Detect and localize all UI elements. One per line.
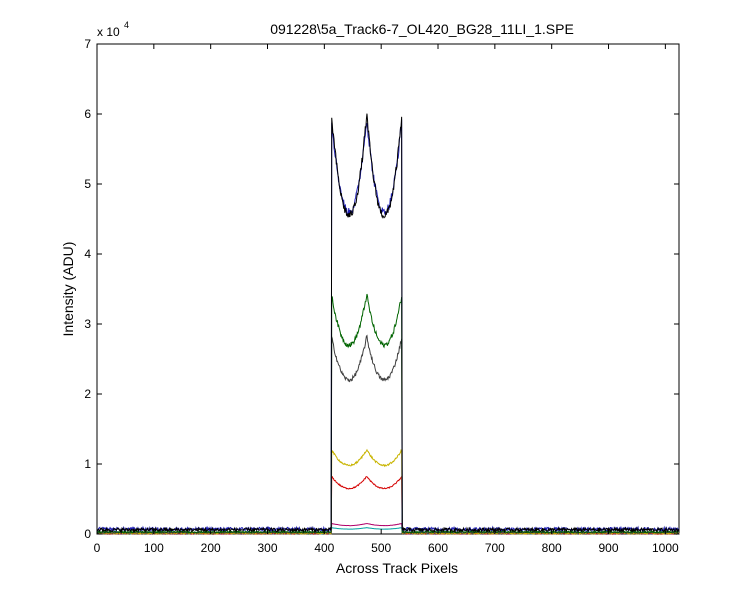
plot-area: 0 100 200 300 400 500 600 700 800 900 1000 0 1 2 3 4 5 6… (84, 37, 680, 555)
x-tick-label: 300 (257, 541, 277, 555)
x-tick-label: 1000 (652, 541, 679, 555)
y-tick-label: 4 (84, 247, 91, 261)
series-line (96, 113, 680, 534)
y-tick-label: 5 (84, 177, 91, 191)
x-axis-label: Across Track Pixels (336, 560, 458, 576)
x-tick-label: 0 (94, 541, 101, 555)
y-tick-label: 0 (84, 527, 91, 541)
y-multiplier-exponent: 4 (124, 20, 129, 30)
y-tick-label: 7 (84, 37, 91, 51)
axes-box (96, 43, 680, 535)
y-axis-ticks: 0 1 2 3 4 5 6 7 (84, 37, 679, 541)
x-tick-label: 100 (144, 541, 164, 555)
y-tick-label: 3 (84, 317, 91, 331)
x-tick-label: 500 (371, 541, 391, 555)
series-line (96, 334, 680, 535)
x-tick-label: 800 (542, 541, 562, 555)
x-axis-ticks: 0 100 200 300 400 500 600 700 800 900 1000 (94, 44, 679, 555)
x-tick-label: 200 (201, 541, 221, 555)
y-tick-label: 1 (84, 457, 91, 471)
chart-title: 091228\5a_Track6-7_OL420_BG28_11LI_1.SPE (270, 21, 574, 37)
x-tick-label: 400 (314, 541, 334, 555)
y-multiplier-base: x 10 (97, 25, 120, 39)
x-tick-label: 700 (485, 541, 505, 555)
x-tick-label: 600 (428, 541, 448, 555)
series-layer (96, 113, 680, 536)
y-tick-label: 2 (84, 387, 91, 401)
y-tick-label: 6 (84, 107, 91, 121)
y-axis-label: Intensity (ADU) (60, 242, 76, 337)
x-tick-label: 900 (599, 541, 619, 555)
